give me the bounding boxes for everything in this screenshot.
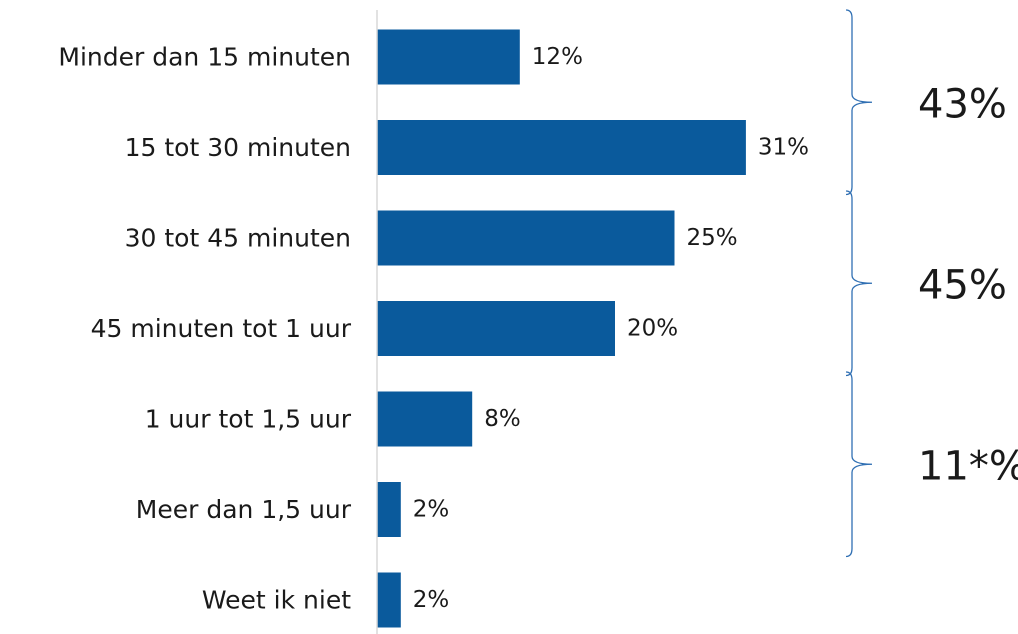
category-label: 45 minuten tot 1 uur xyxy=(91,314,352,343)
value-label: 12% xyxy=(532,44,583,70)
value-label: 2% xyxy=(413,587,450,613)
group-brace xyxy=(845,9,873,196)
category-label: Minder dan 15 minuten xyxy=(58,43,351,72)
group-brace xyxy=(845,190,873,377)
group-total-label: 45% xyxy=(918,262,1007,308)
bar xyxy=(377,572,401,628)
category-label: Weet ik niet xyxy=(202,586,351,615)
value-labels: 12% 31% 25% 20% 8% 2% 2% xyxy=(413,44,809,613)
group-braces: 43% 45% 11*% xyxy=(845,9,1018,558)
bar xyxy=(377,29,520,85)
category-label: 1 uur tot 1,5 uur xyxy=(145,405,352,434)
category-label: 15 tot 30 minuten xyxy=(125,133,351,162)
category-labels: Minder dan 15 minuten 15 tot 30 minuten 30… xyxy=(58,43,351,615)
bar xyxy=(377,120,746,175)
value-label: 8% xyxy=(484,406,521,432)
bar xyxy=(377,210,675,266)
group-total-label: 43% xyxy=(918,81,1007,127)
value-label: 20% xyxy=(627,316,678,342)
value-label: 31% xyxy=(758,135,809,161)
value-label: 25% xyxy=(687,225,738,251)
group-brace xyxy=(845,371,873,558)
bar xyxy=(377,301,615,356)
group-total-label: 11*% xyxy=(918,443,1018,489)
value-label: 2% xyxy=(413,497,450,523)
bar xyxy=(377,391,473,447)
bar xyxy=(377,482,401,537)
bars-layer xyxy=(377,29,746,628)
category-label: 30 tot 45 minuten xyxy=(125,224,351,253)
category-label: Meer dan 1,5 uur xyxy=(136,495,352,524)
